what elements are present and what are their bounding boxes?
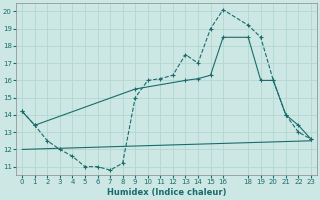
X-axis label: Humidex (Indice chaleur): Humidex (Indice chaleur) (107, 188, 226, 197)
